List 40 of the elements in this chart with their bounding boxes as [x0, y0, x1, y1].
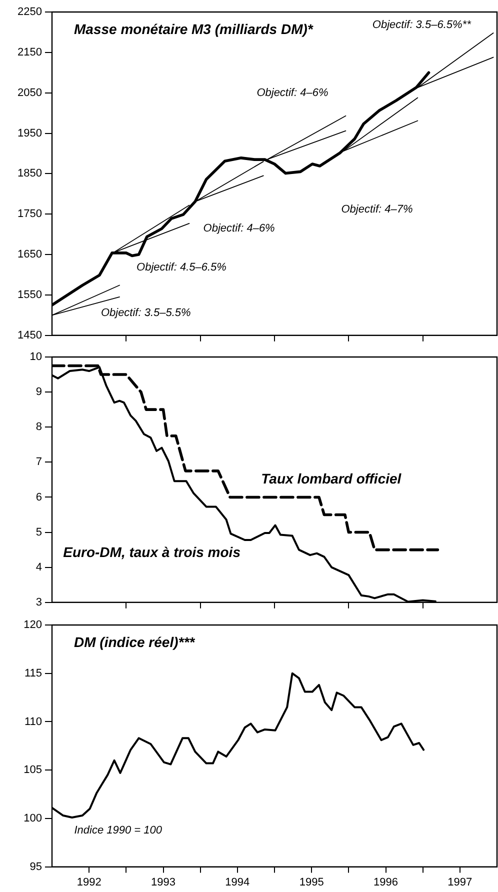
text: DM (indice réel)***: [74, 634, 196, 650]
y-tick-label: 95: [30, 860, 42, 873]
annotation: Objectif: 3.5–5.5%: [100, 306, 192, 319]
series-label: Taux lombard officiel: [261, 470, 402, 487]
y-tick-label: 1850: [18, 168, 42, 180]
x-tick-label: 1992: [76, 876, 102, 888]
y-tick-label: 105: [24, 764, 42, 776]
y-tick-label: 7: [36, 456, 42, 468]
annotation: Objectif: 4–6%: [203, 222, 276, 235]
y-tick-label: 1650: [18, 248, 42, 261]
x-tick-label: 1997: [448, 876, 472, 888]
annotation: Indice 1990 = 100: [74, 824, 163, 837]
x-tick-label: 1996: [374, 876, 398, 888]
x-tick-label: 1993: [151, 876, 176, 888]
y-tick-label: 8: [36, 421, 42, 434]
y-tick-label: 115: [24, 667, 42, 680]
text: Masse monétaire M3 (milliards DM)*: [74, 20, 314, 37]
y-tick-label: 120: [24, 619, 42, 632]
y-tick-label: 2050: [18, 86, 42, 99]
x-tick-label: 1995: [299, 876, 324, 888]
y-tick-label: 1450: [18, 329, 42, 342]
series-label: Euro-DM, taux à trois mois: [63, 544, 241, 560]
y-tick-label: 10: [30, 351, 42, 364]
x-tick-label: 1994: [225, 876, 250, 888]
y-tick-label: 100: [24, 812, 42, 824]
y-tick-label: 1950: [18, 127, 42, 140]
annotation: Objectif: 4.5–6.5%: [136, 262, 227, 274]
y-tick-label: 2150: [18, 46, 42, 58]
annotation: Objectif: 4–7%: [341, 203, 414, 216]
y-tick-label: 1750: [18, 208, 42, 220]
y-tick-label: 1550: [18, 289, 42, 302]
y-tick-label: 4: [36, 561, 42, 574]
y-tick-label: 3: [36, 596, 42, 608]
y-tick-label: 2250: [18, 6, 42, 18]
y-tick-label: 110: [24, 716, 42, 728]
y-tick-label: 9: [36, 386, 42, 398]
y-tick-label: 5: [36, 526, 42, 538]
y-tick-label: 6: [36, 491, 42, 504]
annotation: Objectif: 3.5–6.5%**: [372, 19, 472, 31]
annotation: Objectif: 4–6%: [256, 86, 328, 99]
